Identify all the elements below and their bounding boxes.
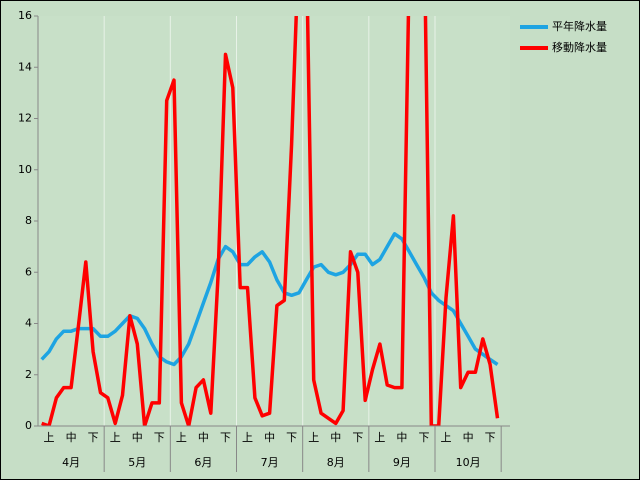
y-tick-label: 12 xyxy=(18,112,32,125)
x-tick-label: 中 xyxy=(132,431,143,444)
y-tick-label: 8 xyxy=(25,214,32,227)
month-label: 4月 xyxy=(62,456,80,469)
x-tick-label: 上 xyxy=(44,431,55,444)
x-tick-label: 中 xyxy=(396,431,407,444)
month-label: 10月 xyxy=(456,456,481,469)
month-label: 7月 xyxy=(261,456,279,469)
legend-label: 平年降水量 xyxy=(552,19,607,33)
x-tick-label: 上 xyxy=(308,431,319,444)
month-label: 8月 xyxy=(327,456,345,469)
series-line xyxy=(41,16,500,426)
x-tick-label: 下 xyxy=(418,431,429,444)
x-tick-label: 上 xyxy=(441,431,452,444)
x-tick-label: 下 xyxy=(154,431,165,444)
x-tick-label: 上 xyxy=(242,431,253,444)
x-tick-label: 下 xyxy=(220,431,231,444)
x-tick-label: 中 xyxy=(330,431,341,444)
series-line xyxy=(40,232,499,367)
x-tick-label: 中 xyxy=(264,431,275,444)
x-tick-label: 下 xyxy=(352,431,363,444)
legend-label: 移動降水量 xyxy=(552,40,607,54)
month-label: 6月 xyxy=(194,456,212,469)
x-tick-label: 中 xyxy=(463,431,474,444)
y-tick-label: 6 xyxy=(25,265,32,278)
x-tick-label: 上 xyxy=(176,431,187,444)
x-tick-label: 下 xyxy=(88,431,99,444)
x-tick-label: 上 xyxy=(374,431,385,444)
y-tick-label: 10 xyxy=(18,163,32,176)
y-tick-label: 4 xyxy=(25,317,32,330)
x-tick-label: 下 xyxy=(485,431,496,444)
y-tick-label: 14 xyxy=(18,60,32,73)
month-label: 9月 xyxy=(393,456,411,469)
x-tick-label: 中 xyxy=(198,431,209,444)
y-tick-label: 2 xyxy=(25,368,32,381)
y-tick-label: 0 xyxy=(25,419,32,432)
month-label: 5月 xyxy=(128,456,146,469)
y-tick-label: 16 xyxy=(18,9,32,22)
x-tick-label: 上 xyxy=(110,431,121,444)
x-tick-label: 中 xyxy=(66,431,77,444)
x-tick-label: 下 xyxy=(286,431,297,444)
